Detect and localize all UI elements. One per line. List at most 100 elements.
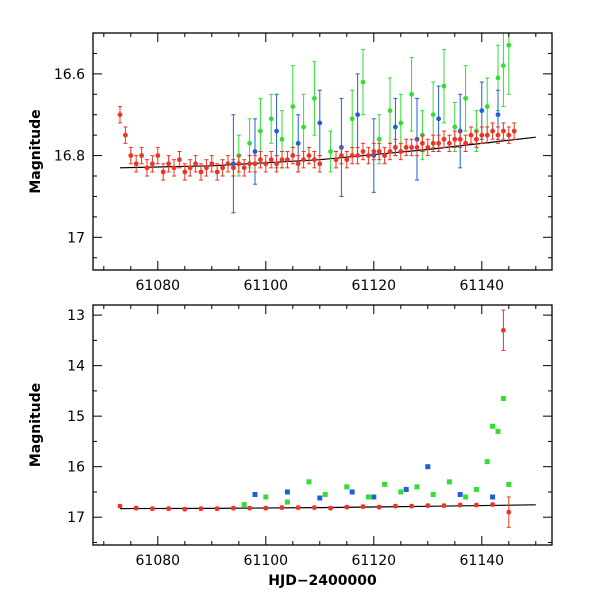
data-point <box>150 506 155 512</box>
data-point <box>214 169 220 175</box>
data-point <box>322 491 328 497</box>
data-point <box>279 505 285 511</box>
data-point <box>231 505 236 511</box>
x-tick-label: 61080 <box>136 553 181 569</box>
data-point <box>150 161 155 167</box>
data-point <box>452 136 458 142</box>
data-point <box>295 140 301 146</box>
data-point <box>387 149 393 154</box>
data-point <box>387 108 393 114</box>
data-point <box>430 491 436 497</box>
data-point <box>457 502 463 508</box>
data-point <box>241 502 247 508</box>
data-point <box>495 112 501 118</box>
data-point <box>187 165 193 171</box>
data-point <box>425 145 431 150</box>
data-point <box>409 145 414 150</box>
data-point <box>501 327 506 333</box>
data-point <box>452 124 458 130</box>
data-point <box>441 503 447 508</box>
x-tick-label: 61140 <box>460 553 505 569</box>
data-point <box>160 169 166 175</box>
data-point <box>247 505 253 511</box>
data-point <box>490 494 496 500</box>
data-point <box>198 169 204 175</box>
data-point <box>457 136 463 142</box>
data-point <box>225 161 231 167</box>
data-point <box>479 108 485 114</box>
data-point <box>128 153 134 158</box>
data-point <box>263 494 269 500</box>
model-curve-line <box>119 136 536 169</box>
data-point <box>252 491 258 497</box>
data-point <box>441 136 447 142</box>
data-point <box>247 161 253 167</box>
x-tick-label: 61140 <box>460 278 505 294</box>
data-point <box>409 503 414 509</box>
data-point <box>268 157 274 163</box>
x-tick-label: 61120 <box>352 553 397 569</box>
data-point <box>484 459 490 465</box>
data-point <box>376 504 382 510</box>
data-point <box>349 116 355 122</box>
data-point <box>328 505 333 511</box>
data-point <box>220 165 226 171</box>
data-point <box>285 157 290 163</box>
data-point <box>133 505 139 511</box>
y-tick-label: 17 <box>67 510 85 526</box>
data-point <box>463 140 468 146</box>
series-green <box>241 395 512 508</box>
data-point <box>349 489 355 495</box>
data-point <box>463 95 468 101</box>
data-point <box>317 161 323 167</box>
data-point <box>231 165 236 171</box>
series-blue <box>231 73 501 214</box>
plot-area <box>117 33 536 214</box>
data-point <box>360 149 366 154</box>
bottom-panel: 61080 61100 61120 61140 13 14 15 16 17 Magnitude H… <box>28 304 553 589</box>
data-point <box>290 104 296 109</box>
data-point <box>506 42 512 48</box>
data-point <box>436 116 441 122</box>
data-point <box>312 95 317 101</box>
data-point <box>166 161 172 167</box>
data-point <box>501 63 506 69</box>
data-point <box>263 505 269 511</box>
data-point <box>355 153 360 158</box>
y-tick-label: 16.8 <box>54 149 85 165</box>
data-point <box>393 503 398 509</box>
data-point <box>446 479 452 485</box>
data-point <box>333 157 339 163</box>
axes-frame <box>92 304 553 546</box>
series-green <box>236 33 512 177</box>
y-axis-label: Magnitude <box>28 109 44 193</box>
data-point <box>182 169 188 175</box>
data-point <box>166 506 172 512</box>
data-point <box>414 484 420 490</box>
x-tick-label: 61080 <box>136 278 181 294</box>
data-point <box>274 161 279 167</box>
data-point <box>247 140 253 146</box>
data-point <box>376 136 382 142</box>
data-point <box>182 506 188 512</box>
data-point <box>290 153 296 158</box>
data-point <box>339 153 344 158</box>
data-point <box>506 132 512 138</box>
data-point <box>117 112 123 118</box>
data-point <box>490 502 495 507</box>
data-point <box>263 161 269 167</box>
data-point <box>457 491 463 497</box>
data-point <box>393 145 398 150</box>
data-point <box>317 120 323 126</box>
data-point <box>495 132 501 138</box>
series-blue <box>252 464 496 501</box>
y-tick-label: 16 <box>67 460 85 476</box>
data-point <box>284 489 290 495</box>
data-point <box>344 504 350 510</box>
data-point <box>398 489 404 495</box>
data-point <box>258 128 263 134</box>
data-point <box>484 132 490 138</box>
y-tick-label: 17 <box>67 230 85 246</box>
data-point <box>133 161 139 167</box>
data-point <box>393 124 398 130</box>
